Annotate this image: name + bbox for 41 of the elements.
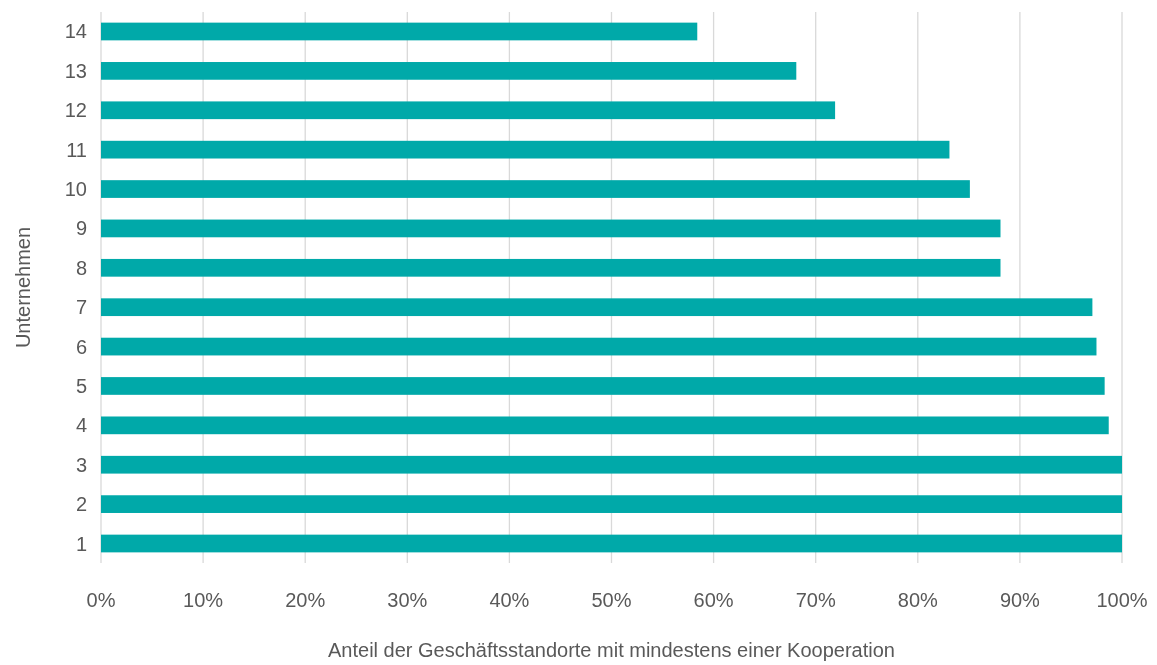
bar [101, 377, 1105, 395]
x-tick-label: 50% [591, 589, 632, 611]
bar [101, 298, 1093, 317]
x-tick-label: 100% [1096, 589, 1148, 611]
bar [101, 22, 698, 41]
x-tick-label: 10% [183, 589, 224, 611]
y-tick-label: 8 [75, 256, 87, 279]
y-tick-label: 2 [75, 493, 87, 516]
bar [101, 495, 1122, 513]
y-tick-label: 11 [66, 138, 87, 161]
y-tick-label: 7 [75, 296, 87, 319]
y-tick-label: 10 [64, 178, 87, 201]
bar [101, 101, 836, 120]
y-tick-label: 13 [64, 59, 87, 82]
bar [101, 337, 1097, 356]
bar [101, 180, 970, 198]
x-tick-label: 80% [897, 589, 939, 611]
bar [101, 455, 1122, 474]
x-tick-label: 30% [387, 589, 428, 611]
x-tick-label: 20% [285, 589, 326, 611]
bar [101, 416, 1109, 435]
x-tick-label: 0% [86, 589, 116, 611]
y-tick-label: 3 [75, 453, 87, 476]
bar [101, 219, 1001, 238]
x-tick-label: 60% [693, 589, 734, 611]
x-tick-label: 40% [489, 589, 530, 611]
bar [101, 62, 797, 80]
y-tick-label: 5 [75, 374, 87, 397]
y-tick-label: 12 [64, 99, 87, 122]
y-tick-label: 1 [75, 532, 87, 555]
y-tick-label: 14 [64, 20, 87, 43]
x-axis-title: Anteil der Geschäftsstandorte mit mindestens einer Kooperation [328, 639, 895, 661]
y-tick-label: 9 [75, 217, 87, 240]
bar [101, 534, 1122, 553]
x-tick-label: 70% [795, 589, 836, 611]
y-tick-label: 6 [75, 335, 87, 358]
x-tick-label: 90% [999, 589, 1041, 611]
y-tick-label: 4 [75, 414, 87, 437]
bar [101, 140, 950, 159]
y-axis-title: Unternehmen [12, 226, 34, 349]
bar [101, 258, 1001, 277]
